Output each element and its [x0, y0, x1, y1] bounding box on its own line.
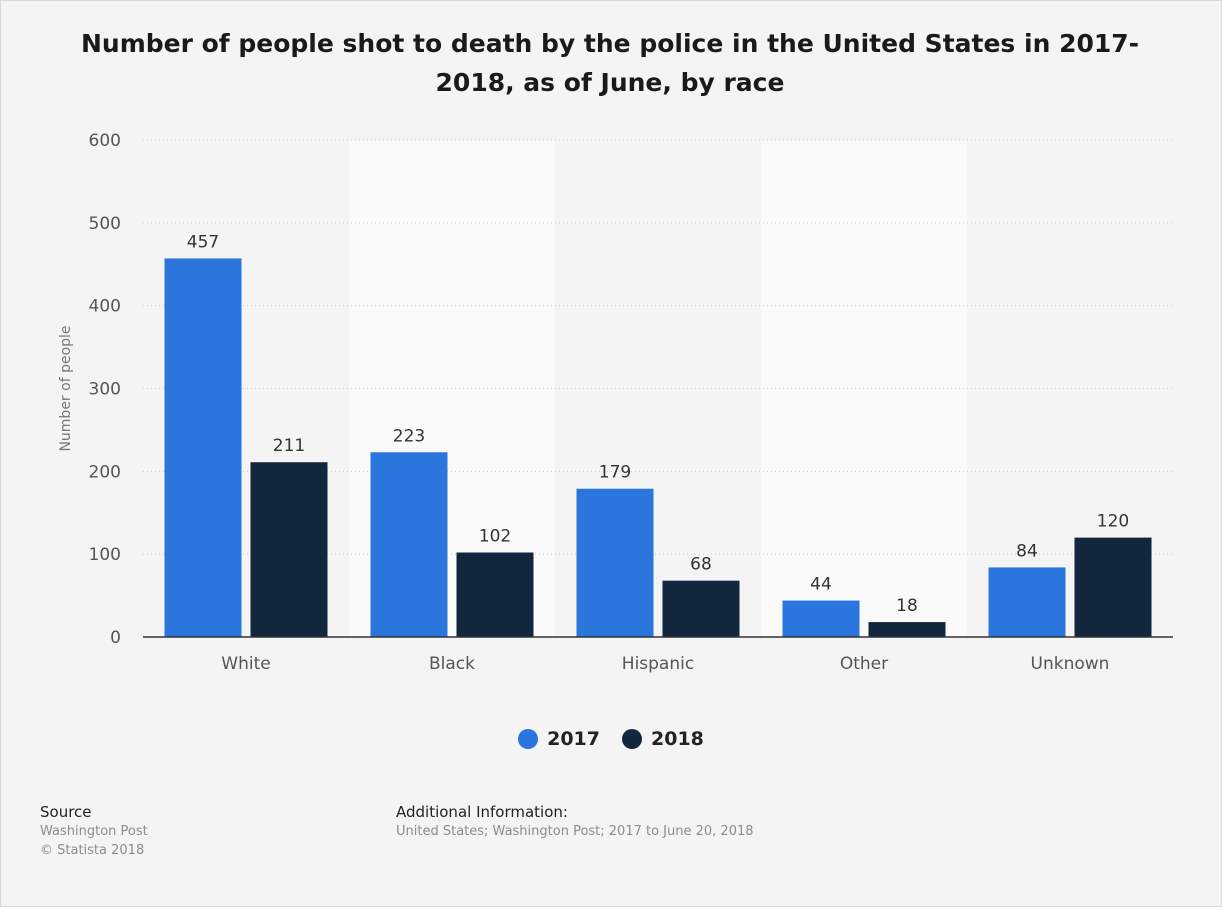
bars — [164, 258, 1152, 637]
x-tick-label: White — [221, 654, 270, 674]
y-tick-label: 100 — [89, 545, 121, 565]
y-tick-label: 200 — [89, 462, 121, 482]
bar-2018-unknown — [1074, 537, 1152, 637]
x-tick-label: Other — [840, 654, 888, 674]
bar-2018-other — [868, 622, 946, 637]
legend-dot-icon — [622, 729, 642, 749]
bar-2017-other — [782, 600, 860, 637]
y-tick-label: 500 — [89, 214, 121, 234]
legend-label: 2017 — [547, 728, 600, 750]
bar-2018-hispanic — [662, 580, 740, 637]
data-labels: 457 211 223 102 179 68 44 18 84 120 — [187, 232, 1129, 616]
chart-title: Number of people shot to death by the po… — [80, 29, 1140, 97]
y-axis-label: Number of people — [58, 325, 74, 451]
additional-info-block: Additional Information: United States; W… — [396, 803, 754, 841]
data-label: 18 — [896, 596, 918, 616]
bar-2017-black — [370, 452, 448, 637]
bar-2017-hispanic — [576, 488, 654, 637]
x-tick-label: Black — [429, 654, 475, 674]
y-tick-label: 300 — [89, 380, 121, 400]
additional-info-heading: Additional Information: — [396, 803, 568, 821]
data-label: 223 — [393, 426, 425, 446]
y-tick-label: 600 — [89, 131, 121, 151]
bar-2018-white — [250, 462, 328, 637]
y-tick-label: 0 — [110, 628, 121, 648]
legend-item-2017[interactable]: 2017 — [518, 728, 600, 750]
data-label: 44 — [810, 575, 832, 595]
data-label: 120 — [1097, 512, 1129, 532]
legend-label: 2018 — [651, 728, 704, 750]
legend: 2017 2018 — [0, 728, 1222, 750]
legend-item-2018[interactable]: 2018 — [622, 728, 704, 750]
data-label: 457 — [187, 232, 219, 252]
data-label: 102 — [479, 527, 511, 547]
additional-info-text: United States; Washington Post; 2017 to … — [396, 824, 754, 839]
source-heading: Source — [40, 803, 92, 821]
data-label: 211 — [273, 436, 305, 456]
copyright-line: © Statista 2018 — [40, 843, 145, 858]
bar-2017-unknown — [988, 567, 1066, 637]
y-axis-ticks: 0 100 200 300 400 500 600 — [89, 131, 121, 648]
data-label: 84 — [1016, 541, 1038, 561]
data-label: 68 — [690, 555, 712, 575]
bar-chart: 0 100 200 300 400 500 600 457 211 223 102 179 68 44 1… — [58, 131, 1173, 674]
bar-2017-white — [164, 258, 242, 637]
y-tick-label: 400 — [89, 297, 121, 317]
x-axis-ticks: White Black Hispanic Other Unknown — [221, 654, 1109, 674]
source-line[interactable]: Washington Post — [40, 824, 148, 839]
data-label: 179 — [599, 463, 631, 483]
x-tick-label: Hispanic — [622, 654, 694, 674]
legend-dot-icon — [518, 729, 539, 749]
bar-2018-black — [456, 552, 534, 637]
source-block: Source Washington Post © Statista 2018 — [40, 803, 148, 860]
x-tick-label: Unknown — [1031, 654, 1110, 674]
